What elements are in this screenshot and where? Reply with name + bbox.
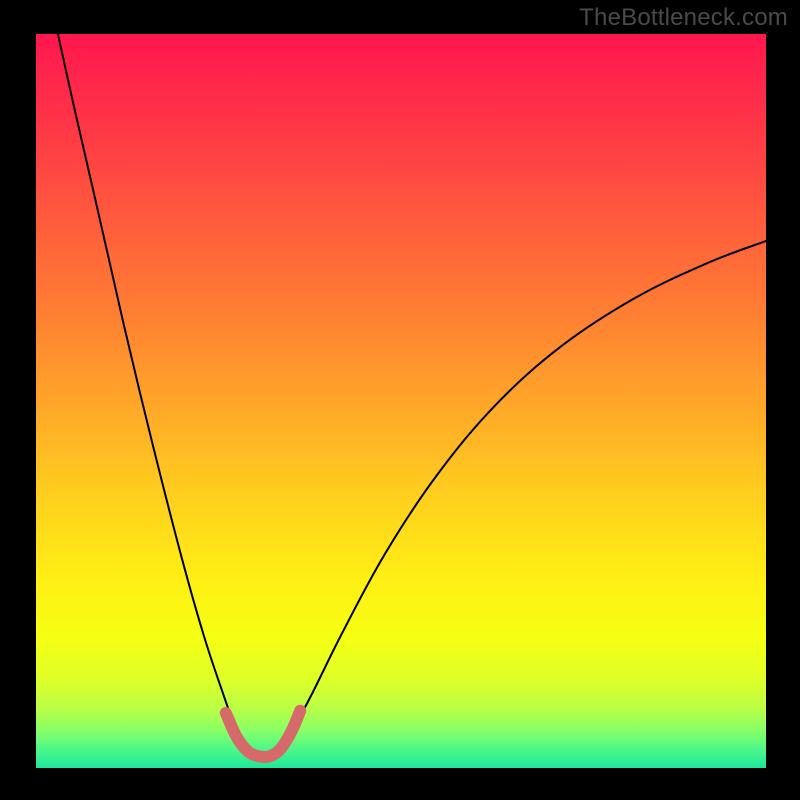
- outer-frame: TheBottleneck.com: [0, 0, 800, 800]
- optimal-zone-highlight: [226, 711, 300, 757]
- plot-area: [36, 34, 766, 768]
- bottleneck-curve: [58, 34, 766, 758]
- watermark-text: TheBottleneck.com: [579, 4, 788, 32]
- curve-layer: [36, 34, 766, 768]
